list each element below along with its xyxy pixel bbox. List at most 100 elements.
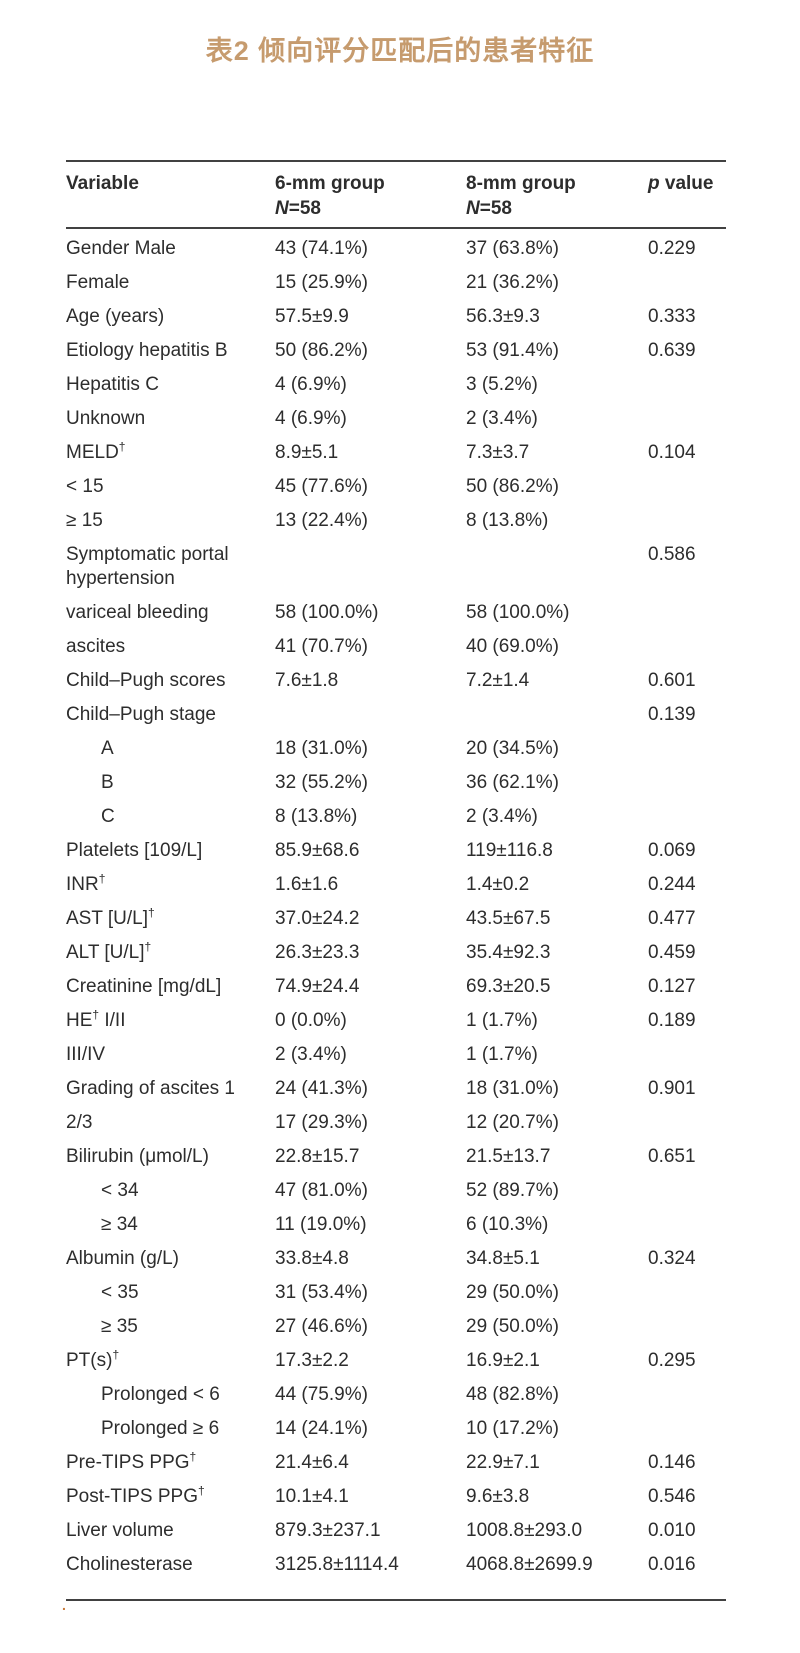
cell-8mm-value: 7.3±3.7	[466, 442, 530, 463]
cell-8mm-value: 1.4±0.2	[466, 874, 530, 895]
table-row: HE† I/II 0 (0.0%) 1 (1.7%) 0.189	[66, 1004, 726, 1038]
cell-8mm-value: 29 (50.0%)	[466, 1282, 559, 1303]
row-label-cell: Creatinine [mg/dL]	[66, 970, 275, 1004]
table-row: < 35 31 (53.4%) 29 (50.0%)	[66, 1276, 726, 1310]
header-8mm-line1: 8-mm group	[466, 173, 576, 194]
table-row: Child–Pugh scores 7.6±1.8 7.2±1.4 0.601	[66, 664, 726, 698]
table-row: < 15 45 (77.6%) 50 (86.2%)	[66, 470, 726, 504]
row-label-cell: INR†	[66, 868, 275, 902]
dagger-superscript: †	[189, 1449, 197, 1464]
table-row: AST [U/L]† 37.0±24.2 43.5±67.5 0.477	[66, 902, 726, 936]
cell-6mm-value: 8 (13.8%)	[275, 806, 358, 827]
row-label: < 15	[66, 476, 104, 497]
cell-8mm-value: 119±116.8	[466, 840, 553, 861]
cell-p-value	[648, 504, 726, 514]
table-row: ascites 41 (70.7%) 40 (69.0%)	[66, 630, 726, 664]
row-label: Platelets [109/L]	[66, 840, 203, 861]
cell-8mm-value: 52 (89.7%)	[466, 1180, 559, 1201]
row-label: Etiology hepatitis B	[66, 340, 228, 361]
row-label: Unknown	[66, 408, 146, 429]
cell-8mm-value: 8 (13.8%)	[466, 510, 549, 531]
cell-8mm-value: 50 (86.2%)	[466, 476, 559, 497]
cell-8mm-value: 40 (69.0%)	[466, 636, 559, 657]
row-label-cell: ascites	[66, 630, 275, 664]
table-row: 2/3 17 (29.3%) 12 (20.7%)	[66, 1106, 726, 1140]
row-label: ALT [U/L]	[66, 942, 145, 963]
table-row: Post-TIPS PPG† 10.1±4.1 9.6±3.8 0.546	[66, 1480, 726, 1514]
row-label: III/IV	[66, 1044, 106, 1065]
cell-p-value: 0.127	[648, 976, 696, 997]
row-label-cell: ≥ 34	[66, 1208, 275, 1242]
cell-8mm-value: 53 (91.4%)	[466, 340, 559, 361]
cell-p-value	[648, 630, 726, 640]
cell-8mm-value: 43.5±67.5	[466, 908, 551, 929]
table-row: Albumin (g/L) 33.8±4.8 34.8±5.1 0.324	[66, 1242, 726, 1276]
table-row: ≥ 34 11 (19.0%) 6 (10.3%)	[66, 1208, 726, 1242]
cell-p-value: 0.104	[648, 442, 696, 463]
row-label: MELD	[66, 442, 119, 463]
row-label-cell: ≥ 15	[66, 504, 275, 538]
cell-6mm-value: 1.6±1.6	[275, 874, 339, 895]
cell-8mm-value: 34.8±5.1	[466, 1248, 540, 1269]
row-label-cell: Prolonged ≥ 6	[66, 1412, 275, 1446]
cell-6mm-value: 879.3±237.1	[275, 1520, 381, 1541]
cell-8mm-value: 1008.8±293.0	[466, 1520, 583, 1541]
row-label: ≥ 15	[66, 510, 103, 531]
cell-6mm-value: 47 (81.0%)	[275, 1180, 368, 1201]
cell-p-value	[648, 1276, 726, 1286]
cell-6mm-value: 11 (19.0%)	[275, 1214, 367, 1235]
dagger-superscript: †	[144, 939, 152, 954]
row-label-cell: 2/3	[66, 1106, 275, 1140]
row-label-cell: < 35	[66, 1276, 275, 1310]
row-label: Child–Pugh scores	[66, 670, 226, 691]
cell-8mm-value: 12 (20.7%)	[466, 1112, 559, 1133]
row-label: variceal bleeding	[66, 602, 209, 623]
cell-p-value: 0.324	[648, 1248, 696, 1269]
cell-6mm-value: 4 (6.9%)	[275, 374, 347, 395]
row-label-cell: < 15	[66, 470, 275, 504]
row-label: Creatinine [mg/dL]	[66, 976, 222, 997]
row-label-cell: Albumin (g/L)	[66, 1242, 275, 1276]
cell-8mm-value: 20 (34.5%)	[466, 738, 559, 759]
cell-p-value	[648, 470, 726, 480]
row-label: Cholinesterase	[66, 1554, 193, 1575]
row-label-cell: < 34	[66, 1174, 275, 1208]
cell-6mm-value: 31 (53.4%)	[275, 1282, 368, 1303]
header-8mm-n: N=58	[466, 198, 512, 219]
cell-6mm-value: 22.8±15.7	[275, 1146, 360, 1167]
dagger-superscript: †	[197, 1483, 205, 1498]
cell-p-value: 0.229	[648, 238, 696, 259]
cell-8mm-value: 21.5±13.7	[466, 1146, 551, 1167]
table-row: variceal bleeding 58 (100.0%) 58 (100.0%…	[66, 596, 726, 630]
characteristics-table: Variable 6-mm group N=58 8-mm group N=58…	[66, 160, 726, 1601]
row-label-after: I/II	[99, 1010, 126, 1031]
row-label: ≥ 34	[101, 1214, 138, 1235]
row-label-cell: Symptomatic portal hypertension	[66, 538, 275, 596]
row-label-cell: A	[66, 732, 275, 766]
cell-p-value: 0.601	[648, 670, 696, 691]
cell-8mm-value: 21 (36.2%)	[466, 272, 559, 293]
cell-8mm-value: 1 (1.7%)	[466, 1010, 538, 1031]
cell-6mm-value: 8.9±5.1	[275, 442, 339, 463]
cell-8mm-value: 2 (3.4%)	[466, 806, 538, 827]
cell-p-value: 0.069	[648, 840, 696, 861]
table-row: ALT [U/L]† 26.3±23.3 35.4±92.3 0.459	[66, 936, 726, 970]
table-row: < 34 47 (81.0%) 52 (89.7%)	[66, 1174, 726, 1208]
cell-8mm-value: 7.2±1.4	[466, 670, 530, 691]
cell-8mm-value: 69.3±20.5	[466, 976, 551, 997]
row-label-cell: Female	[66, 266, 275, 300]
header-6mm-line1: 6-mm group	[275, 173, 385, 194]
table-row: Unknown 4 (6.9%) 2 (3.4%)	[66, 402, 726, 436]
row-label-cell: Age (years)	[66, 300, 275, 334]
cell-6mm-value: 13 (22.4%)	[275, 510, 368, 531]
row-label-cell: variceal bleeding	[66, 596, 275, 630]
table-title: 表2 倾向评分匹配后的患者特征	[205, 36, 595, 66]
table-body: Gender Male 43 (74.1%) 37 (63.8%) 0.229 …	[66, 229, 726, 1601]
table-header-row: Variable 6-mm group N=58 8-mm group N=58…	[66, 160, 726, 229]
table-row: Female 15 (25.9%) 21 (36.2%)	[66, 266, 726, 300]
cell-6mm-value: 74.9±24.4	[275, 976, 360, 997]
row-label: HE	[66, 1010, 93, 1031]
row-label-cell: III/IV	[66, 1038, 275, 1072]
cell-6mm-value: 44 (75.9%)	[275, 1384, 368, 1405]
row-label-cell: ALT [U/L]†	[66, 936, 275, 970]
